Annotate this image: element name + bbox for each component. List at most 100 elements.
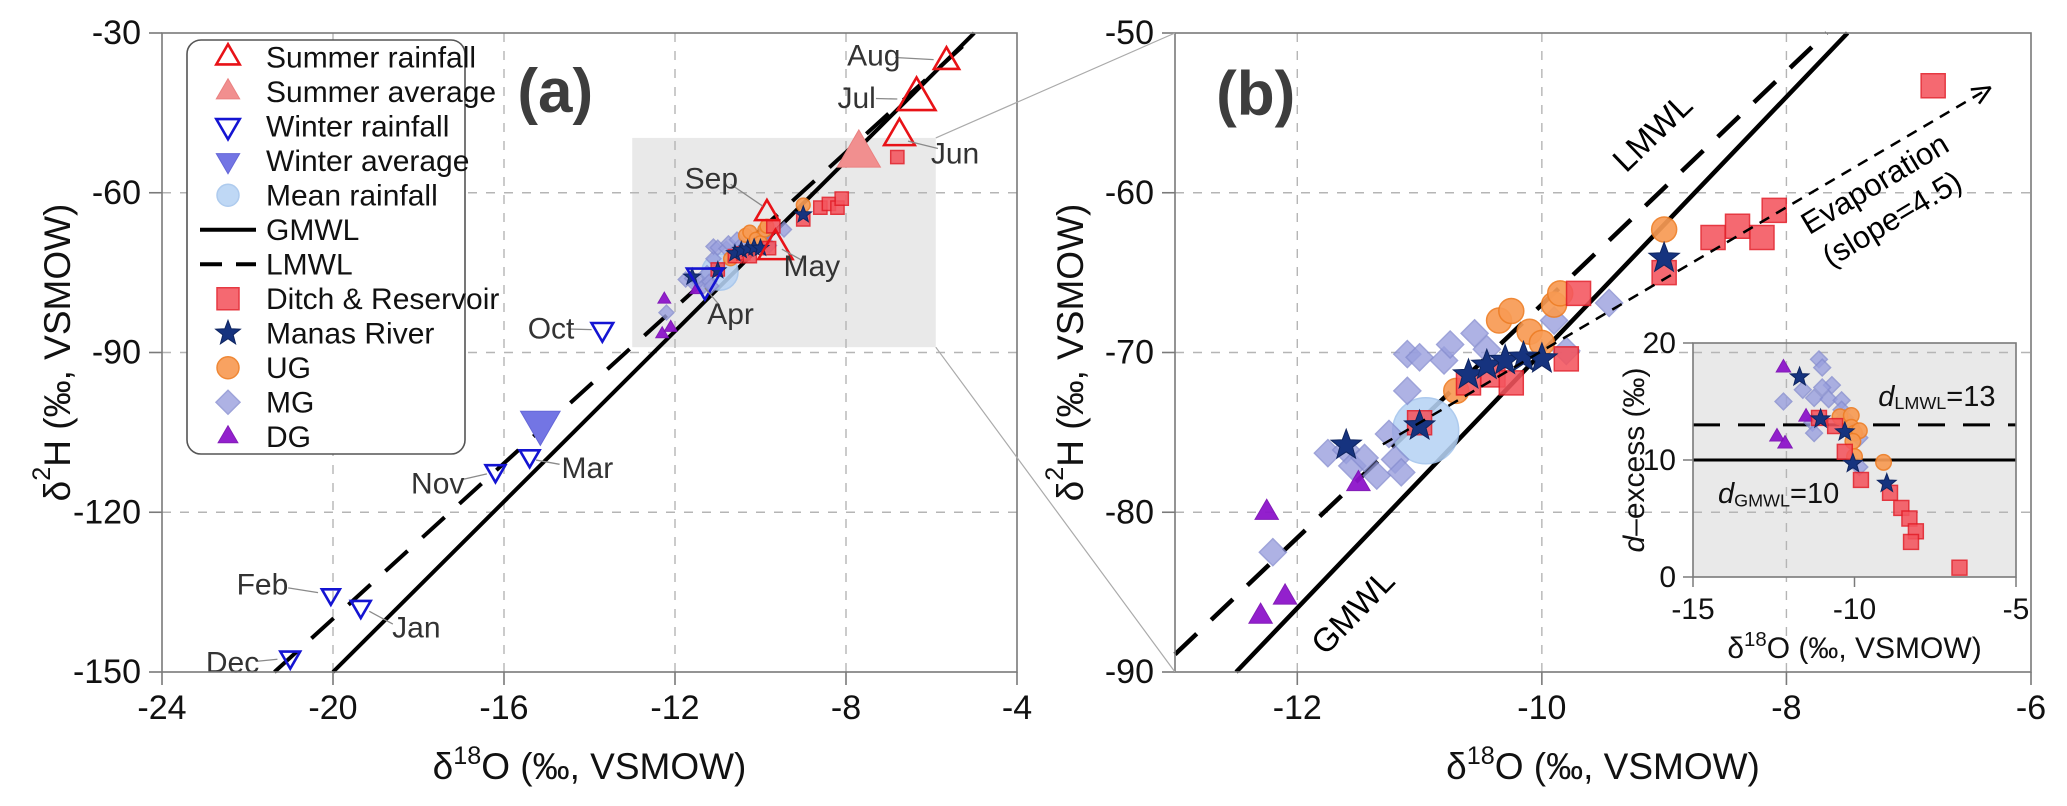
mg-marker (214, 389, 242, 416)
evaporation-arrowhead (1970, 86, 1992, 105)
legend-label-summer_average: Summer average (266, 75, 496, 108)
y-tick-label: -80 (1105, 493, 1154, 531)
winter_rainfall-marker (319, 587, 343, 608)
series-winter_average (519, 410, 562, 447)
panel-letter-b: (b) (1216, 59, 1295, 128)
y-axis-label-b: δ2H (‰, VSMOW) (1041, 204, 1090, 502)
summer_average-marker (836, 128, 882, 168)
annotation-leader (907, 140, 939, 150)
zoom-connectors (935, 32, 1176, 673)
panel-letter-a: (a) (517, 57, 593, 126)
winter_rainfall-marker (348, 599, 373, 621)
mg-marker (1812, 378, 1832, 397)
inset-x-axis-label: δ18O (‰, VSMOW) (1727, 629, 1981, 665)
mg-marker (1804, 423, 1824, 443)
manas_river-marker (214, 318, 242, 345)
legend-item-manas_river: Manas River (214, 317, 434, 350)
legend-label-ditch_reservoir: Ditch & Reservoir (266, 282, 499, 315)
d-line-label: dGMWL=10 (1718, 478, 1839, 510)
ditch_reservoir-marker (889, 149, 905, 165)
legend-item-summer_rainfall: Summer rainfall (214, 41, 476, 74)
legend-label-ug: UG (266, 351, 311, 384)
connector-bottom (935, 346, 1176, 673)
evaporation-line (1382, 86, 1992, 446)
mg-marker (1774, 392, 1793, 411)
winter_average-marker (215, 153, 241, 175)
mg-marker (1793, 380, 1813, 400)
month-label-jul: Jul (838, 81, 876, 114)
annotation-leader (535, 459, 560, 465)
manas_river-marker (1876, 472, 1898, 493)
winter_rainfall-marker (517, 448, 542, 470)
manas_river-marker (1403, 408, 1437, 441)
month-label-oct: Oct (528, 312, 575, 345)
series-summer_rainfall (752, 44, 962, 261)
mg-marker (1435, 329, 1465, 360)
y-tick-label: -90 (1105, 653, 1154, 691)
y-axis-label-a: δ2H (‰, VSMOW) (28, 204, 77, 502)
y-tick-label: -60 (92, 174, 141, 212)
connector-top (935, 32, 1176, 139)
dg-marker (1768, 427, 1786, 442)
winter_rainfall-marker (684, 267, 726, 303)
x-tick-label: -12 (1273, 689, 1322, 727)
legend-label-winter_average: Winter average (266, 144, 469, 177)
mg-marker (1405, 342, 1435, 372)
annotation-leader (461, 473, 488, 481)
inset-y-tick-label: 20 (1643, 327, 1676, 360)
ditch_reservoir-marker (1902, 533, 1920, 551)
legend-item-winter_average: Winter average (215, 144, 469, 177)
d-line-label: dLMWL=13 (1878, 381, 1995, 413)
winter_rainfall-marker (214, 117, 242, 142)
manas_river-marker (1809, 407, 1832, 429)
dg-marker (663, 319, 679, 332)
inset-x-tick-label: -15 (1671, 593, 1714, 626)
x-tick-label: -20 (308, 689, 357, 727)
line-label: LMWL (1605, 86, 1699, 179)
inset-x-tick-label: -5 (2003, 593, 2030, 626)
x-tick-label: -4 (1002, 689, 1032, 727)
month-label-mar: Mar (562, 452, 614, 485)
winter_rainfall-marker (483, 463, 508, 485)
manas_river-marker (1842, 452, 1864, 473)
series-dg (1248, 469, 1371, 624)
summer_rainfall-marker (752, 197, 781, 222)
inset-x-tick-label: -10 (1833, 593, 1876, 626)
manas_river-marker (1525, 341, 1559, 373)
annotation-leader (288, 587, 319, 594)
y-tick-label: -70 (1105, 334, 1154, 372)
annotation-leader (704, 287, 721, 307)
dg-marker (1345, 469, 1371, 492)
series-manas_river (1329, 240, 1681, 460)
month-label-may: May (783, 250, 840, 283)
summer_rainfall-marker (931, 44, 962, 71)
month-label-dec: Dec (206, 646, 259, 679)
inset-y-tick-label: 0 (1659, 561, 1676, 594)
x-tick-label: -12 (650, 689, 699, 727)
summer_rainfall-marker (214, 41, 242, 66)
month-label-sep: Sep (685, 162, 738, 195)
mg-marker (1812, 358, 1832, 378)
ditch_reservoir-marker (1836, 443, 1853, 460)
ditch_reservoir-marker (1724, 213, 1751, 240)
lmwl-line (273, 31, 979, 674)
dg-marker (1776, 434, 1794, 449)
mg-marker (1460, 318, 1490, 348)
x-tick-label: -24 (137, 689, 186, 727)
manas_river-marker (1834, 420, 1856, 442)
legend-item-summer_average: Summer average (215, 75, 496, 108)
month-label-aug: Aug (847, 39, 900, 72)
mg-marker (1392, 376, 1422, 406)
inset-series-manas_river (1788, 365, 1898, 493)
dg-marker (1272, 582, 1298, 605)
inset-y-axis-label: d–excess (‰) (1618, 367, 1651, 552)
dg-marker (654, 325, 670, 339)
dg-marker (1248, 602, 1274, 624)
winter_average-marker (519, 410, 562, 447)
summer_average-marker (215, 77, 241, 100)
y-tick-label: -50 (1105, 14, 1154, 52)
x-axis-label-a: δ18O (‰, VSMOW) (433, 742, 747, 787)
annotation-leader (730, 183, 764, 207)
legend-item-winter_rainfall: Winter rainfall (214, 110, 449, 143)
